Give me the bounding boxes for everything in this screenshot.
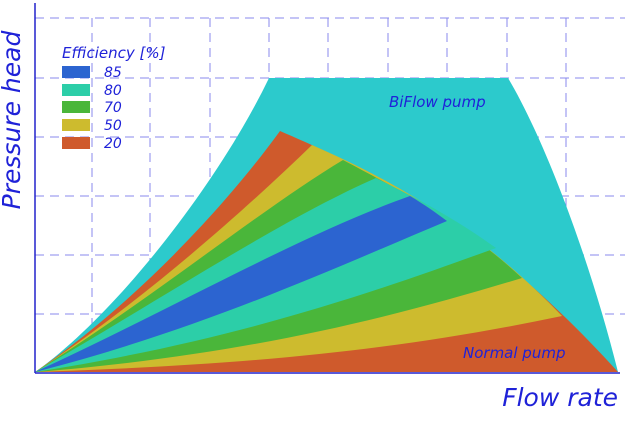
legend-swatch-50 [62, 119, 90, 131]
legend-label-20: 20 [104, 136, 122, 152]
axes [34, 3, 620, 374]
legend-swatch-70 [62, 101, 90, 113]
legend-label-50: 50 [104, 118, 122, 134]
legend-swatch-85 [62, 66, 90, 78]
efficiency-band-85 [35, 196, 447, 372]
efficiency-regions [35, 78, 618, 372]
legend-title: Efficiency [%] [62, 44, 166, 62]
legend-label-85: 85 [104, 65, 122, 81]
annotation-biflow-pump: BiFlow pump [389, 93, 486, 111]
annotation-normal-pump: Normal pump [463, 344, 565, 362]
legend-swatch-80 [62, 84, 90, 96]
y-axis-label: Pressure head [0, 31, 26, 210]
legend-swatch-20 [62, 137, 90, 149]
legend-label-70: 70 [104, 100, 122, 116]
legend: Efficiency [%] 85 80 70 50 20 [62, 44, 166, 152]
legend-label-80: 80 [104, 83, 122, 99]
x-axis-label: Flow rate [502, 383, 618, 412]
